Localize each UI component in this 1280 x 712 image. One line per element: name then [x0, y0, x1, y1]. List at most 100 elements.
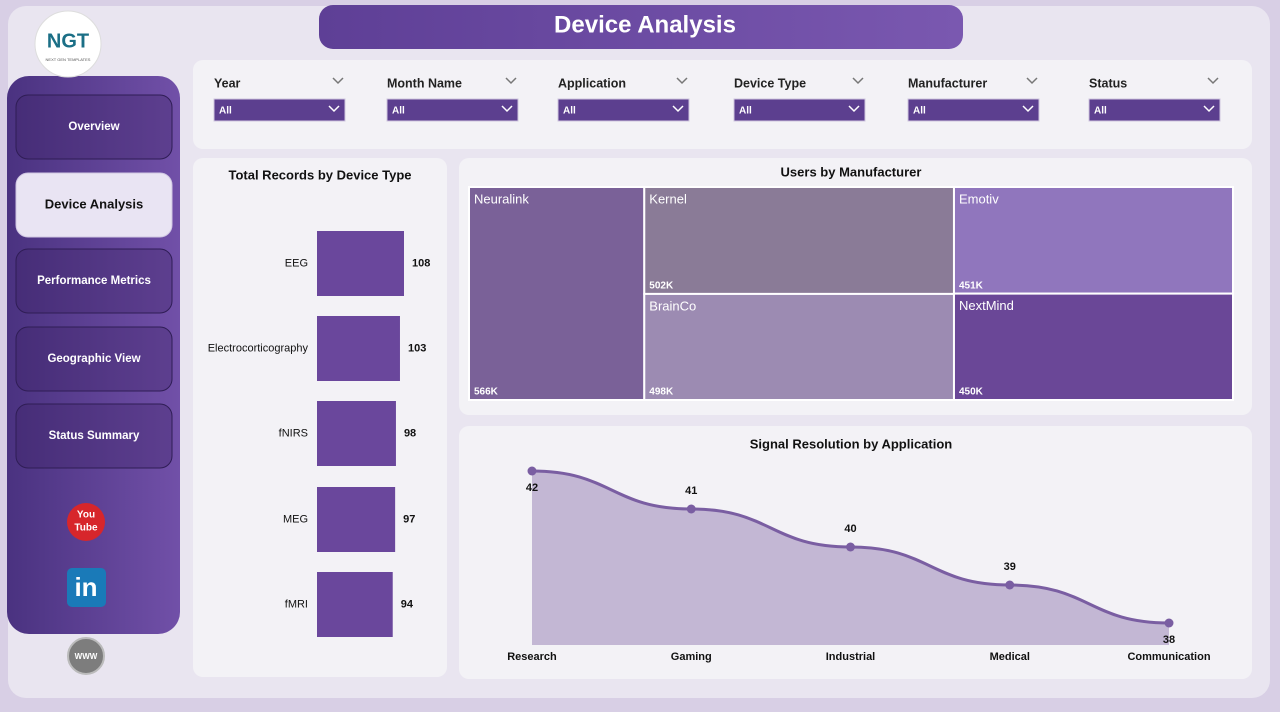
filter-dropdown[interactable] — [213, 98, 346, 122]
panel — [459, 426, 1252, 679]
dropdown-chevron — [501, 105, 513, 113]
nav-button[interactable] — [15, 403, 173, 469]
x-tick-label: Gaming — [671, 651, 712, 663]
youtube-icon[interactable] — [67, 503, 105, 541]
cell-label: Kernel — [649, 191, 687, 206]
data-label: 42 — [526, 482, 538, 494]
header-bar — [319, 5, 963, 49]
nav-button[interactable] — [15, 172, 173, 238]
dropdown-chevron — [848, 105, 860, 113]
point — [846, 542, 855, 552]
data-label: 94 — [401, 598, 414, 610]
filter-panel — [193, 60, 1252, 149]
nav-label: Device Analysis — [45, 196, 144, 211]
category-label: fNIRS — [279, 427, 308, 439]
point — [527, 466, 537, 476]
nav-button[interactable] — [15, 94, 173, 160]
filter-value: All — [913, 106, 926, 117]
filter-dropdown[interactable] — [557, 98, 690, 122]
treemap-cell — [952, 292, 1234, 401]
category-label: Electrocorticography — [208, 342, 309, 354]
bar — [317, 572, 393, 637]
website-icon[interactable] — [67, 637, 105, 675]
filter-chevron — [1026, 77, 1038, 85]
filter-value: All — [219, 106, 232, 117]
treemap-cell — [643, 186, 955, 295]
filter-value: All — [1094, 106, 1107, 117]
filter-dropdown[interactable] — [907, 98, 1040, 122]
data-label: 566K — [474, 387, 499, 398]
filter-value: All — [392, 106, 405, 117]
data-label: 41 — [685, 485, 697, 497]
data-label: 498K — [649, 387, 674, 398]
linkedin-icon[interactable] — [67, 568, 106, 607]
filter-chevron — [505, 77, 517, 85]
chart-title: Users by Manufacturer — [781, 164, 922, 179]
area-fill — [532, 471, 1169, 645]
filter-value: All — [563, 106, 576, 117]
cell-label: Emotiv — [959, 191, 999, 206]
treemap-cell — [468, 186, 646, 401]
logo-subtext: NEXT GEN TEMPLATES — [46, 57, 91, 62]
linkedin-text: in — [74, 572, 97, 602]
chart-title: Total Records by Device Type — [228, 167, 411, 182]
filter-dropdown[interactable] — [733, 98, 866, 122]
data-label: 98 — [404, 427, 416, 439]
filter-chevron — [332, 77, 344, 85]
nav-label: Geographic View — [47, 353, 140, 365]
nav-button[interactable] — [15, 326, 173, 392]
filter-dropdown[interactable] — [386, 98, 519, 122]
filter-chevron — [1207, 77, 1219, 85]
bar — [317, 487, 396, 552]
logo-text: NGT — [47, 30, 89, 52]
point — [1164, 618, 1174, 628]
cell-label: NextMind — [959, 298, 1014, 313]
nav-label: Overview — [68, 121, 119, 133]
filter-dropdown[interactable] — [1088, 98, 1221, 122]
data-label: 39 — [1004, 561, 1016, 573]
filter-value: All — [739, 106, 752, 117]
x-tick-label: Industrial — [826, 651, 876, 663]
bar — [317, 231, 404, 296]
category-label: MEG — [283, 513, 308, 525]
filter-label: Status — [1089, 76, 1127, 90]
youtube-text: You — [77, 510, 95, 521]
data-label: 450K — [959, 387, 984, 398]
data-label: 103 — [408, 342, 426, 354]
nav-button[interactable] — [15, 248, 173, 314]
data-label: 97 — [403, 513, 415, 525]
chart-title: Signal Resolution by Application — [750, 436, 953, 451]
data-label: 451K — [959, 280, 984, 291]
treemap-cell — [952, 186, 1234, 295]
filter-chevron — [852, 77, 864, 85]
bar — [317, 401, 396, 466]
dropdown-chevron — [672, 105, 684, 113]
logo — [34, 10, 102, 78]
x-tick-label: Communication — [1127, 651, 1210, 663]
point — [686, 504, 696, 514]
x-tick-label: Medical — [990, 651, 1030, 663]
category-label: fMRI — [285, 598, 308, 610]
data-label: 108 — [412, 257, 430, 269]
treemap-cell — [643, 292, 955, 401]
filter-chevron — [676, 77, 688, 85]
cell-label: BrainCo — [649, 298, 696, 313]
data-label: 38 — [1163, 634, 1175, 646]
data-label: 502K — [649, 281, 674, 292]
dropdown-chevron — [1203, 105, 1215, 113]
x-tick-label: Research — [507, 651, 557, 663]
cell-label: Neuralink — [474, 191, 529, 206]
page-title: Device Analysis — [554, 11, 736, 38]
dropdown-chevron — [1022, 105, 1034, 113]
filter-label: Month Name — [387, 76, 462, 90]
filter-label: Year — [214, 76, 241, 90]
category-label: EEG — [285, 257, 308, 269]
bar — [317, 316, 400, 381]
youtube-text: Tube — [74, 523, 98, 534]
filter-label: Device Type — [734, 76, 806, 90]
filter-label: Manufacturer — [908, 76, 987, 90]
nav-label: Status Summary — [49, 430, 140, 442]
filter-label: Application — [558, 76, 626, 90]
